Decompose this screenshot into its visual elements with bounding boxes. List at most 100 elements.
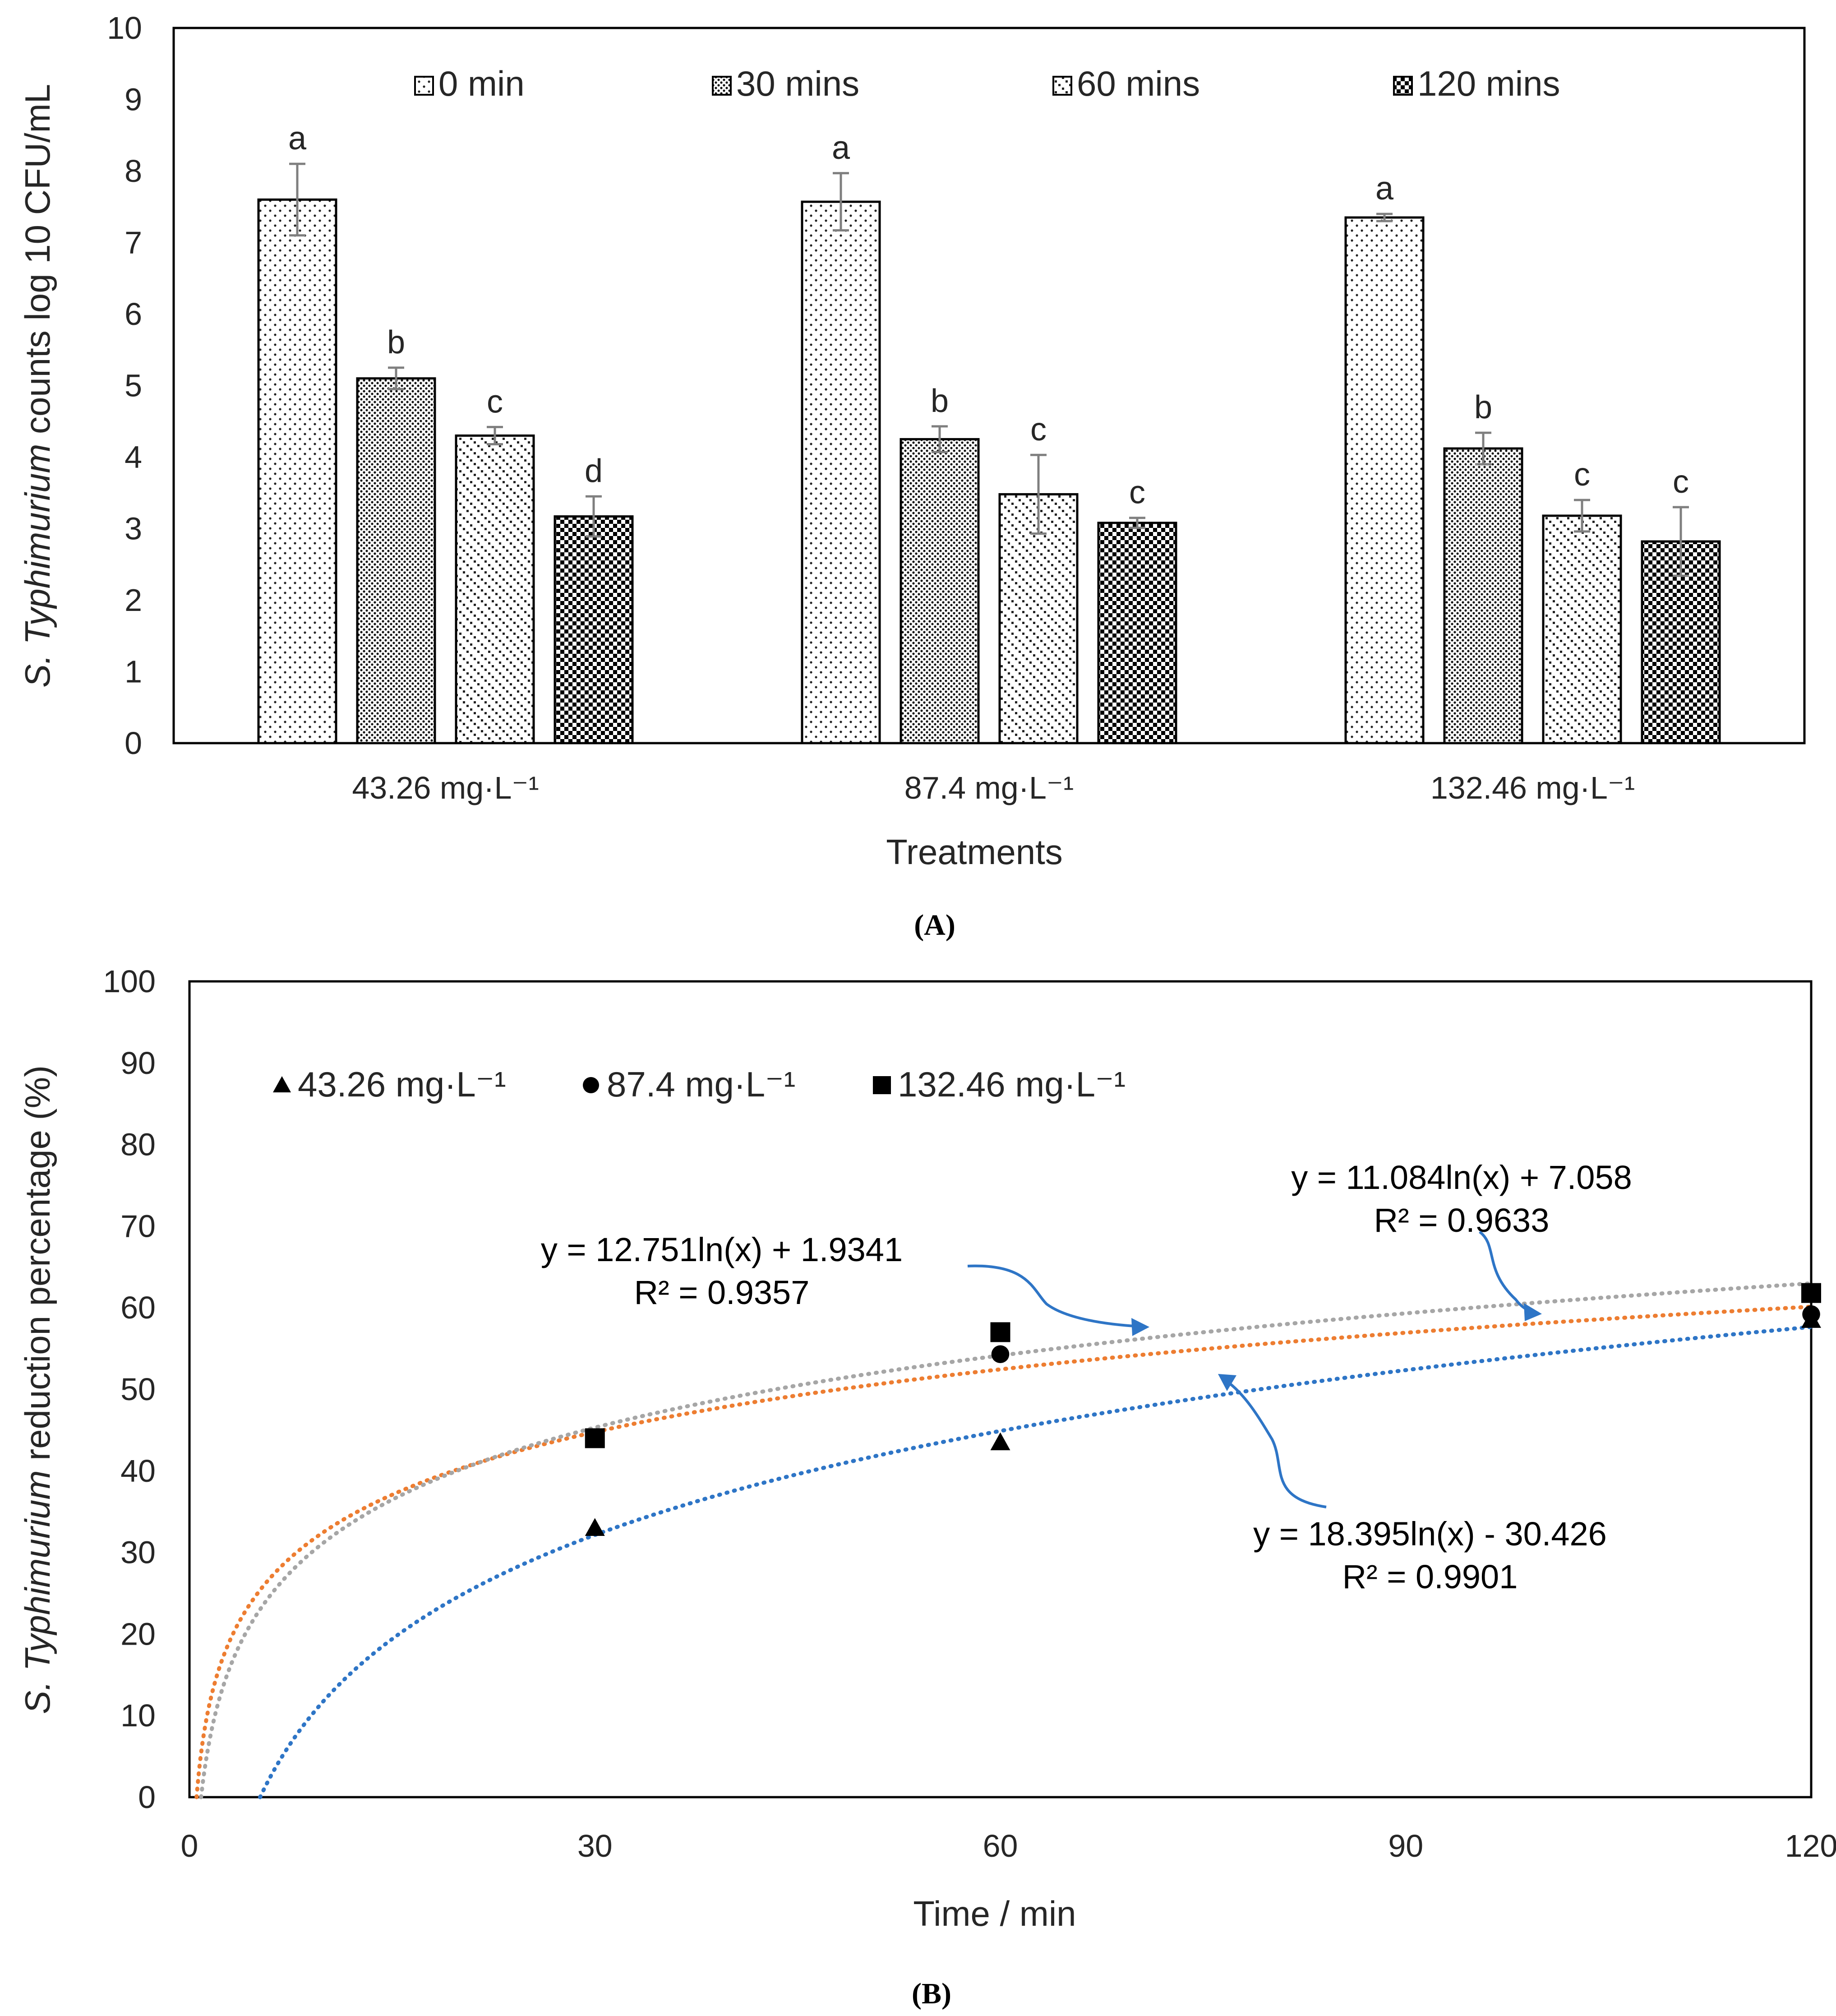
data-point-triangle <box>990 1432 1010 1451</box>
chart-b-plot-frame <box>188 980 1813 1799</box>
significance-letter: c <box>487 384 503 420</box>
bar <box>1542 514 1622 744</box>
equation-87-4: y = 11.084ln(x) + 7.058 <box>1291 1159 1632 1196</box>
chart-b: 0 10 20 30 40 50 60 70 80 90 100 0 30 60 90 120 43.26 … <box>18 964 1836 2010</box>
annotation-arrowheads <box>1131 1303 1542 1391</box>
significance-letter: b <box>387 324 405 361</box>
legend-label: 60 mins <box>1077 64 1200 103</box>
chart-a-y-tick-label: 8 <box>125 153 142 189</box>
significance-letter: a <box>832 130 850 166</box>
legend-marker-triangle <box>273 1076 291 1092</box>
significance-letter: d <box>585 453 603 489</box>
significance-letter: c <box>1030 412 1047 448</box>
legend-swatch <box>712 76 732 96</box>
chart-b-x-tick-label: 60 <box>983 1828 1018 1863</box>
legend-label: 120 mins <box>1417 64 1560 103</box>
bar <box>554 515 634 744</box>
bar <box>1344 216 1425 744</box>
chart-b-y-tick-label: 30 <box>120 1535 156 1570</box>
bar <box>455 434 535 744</box>
chart-b-y-tick-label: 70 <box>120 1208 156 1244</box>
significance-letter: c <box>1129 475 1145 511</box>
legend-swatch <box>1393 76 1413 96</box>
arrowhead-43-26 <box>1218 1374 1236 1391</box>
chart-a-y-axis-label: S. Typhimurium counts log 10 CFU/mL <box>18 84 57 688</box>
chart-a-y-tick-label: 5 <box>125 368 142 403</box>
chart-b-y-tick-label: 40 <box>120 1453 156 1489</box>
chart-b-points <box>585 1283 1821 1536</box>
chart-b-y-tick-label: 60 <box>120 1290 156 1325</box>
legend-label: 30 mins <box>736 64 859 103</box>
chart-a-y-tick-label: 6 <box>125 296 142 332</box>
chart-b-trendlines <box>194 1281 1813 1799</box>
chart-a-y-tick-label: 7 <box>125 225 142 260</box>
significance-letter: a <box>288 120 307 157</box>
significance-letter: c <box>1574 457 1590 493</box>
chart-b-x-ticks: 0 30 60 90 120 <box>181 1828 1836 1863</box>
chart-a-x-tick-label: 87.4 mg·L⁻¹ <box>904 770 1074 805</box>
legend-swatch <box>1052 76 1072 96</box>
chart-b-x-tick-label: 0 <box>181 1828 198 1863</box>
chart-b-legend: 43.26 mg·L⁻¹ 87.4 mg·L⁻¹ 132.46 mg·L⁻¹ <box>273 1064 1126 1104</box>
chart-a-legend: 0 min 30 mins 60 mins 120 mins <box>414 64 1560 103</box>
arrowhead-87-4 <box>1524 1303 1542 1321</box>
arrowhead-132-46 <box>1131 1318 1149 1336</box>
chart-b-y-axis-label: S. Typhimurium reduction percentage (%) <box>18 1065 57 1714</box>
chart-a-y-tick-label: 9 <box>125 82 142 117</box>
bar <box>1097 522 1177 744</box>
r2-43-26: R² = 0.9901 <box>1342 1558 1518 1595</box>
chart-b-x-tick-label: 30 <box>577 1828 613 1863</box>
legend-label: 87.4 mg·L⁻¹ <box>607 1064 795 1104</box>
legend-label: 132.46 mg·L⁻¹ <box>898 1064 1126 1104</box>
significance-letter: a <box>1375 171 1394 207</box>
chart-a-x-axis-label: Treatments <box>886 832 1063 872</box>
chart-a: 0 1 2 3 4 5 6 7 8 9 10 a b c d a b c c a b c c 43.26 mg·L⁻¹ 87… <box>18 10 1806 942</box>
bar <box>356 377 436 744</box>
data-point-triangle <box>585 1518 605 1536</box>
bar <box>900 438 980 744</box>
data-point-square <box>990 1322 1010 1342</box>
chart-a-x-tick-label: 132.46 mg·L⁻¹ <box>1430 770 1635 805</box>
chart-b-y-tick-label: 10 <box>120 1698 156 1733</box>
trendline <box>258 1325 1813 1799</box>
chart-a-bars: a b c d a b c c a b c c <box>257 120 1721 744</box>
chart-b-y-tick-label: 0 <box>138 1780 156 1815</box>
chart-b-y-tick-label: 80 <box>120 1127 156 1162</box>
legend-marker-circle <box>583 1077 599 1093</box>
data-point-circle <box>991 1345 1010 1364</box>
bar <box>1443 447 1523 744</box>
data-point-square <box>1801 1283 1821 1303</box>
legend-marker-square <box>873 1076 891 1094</box>
annotation-arrows <box>967 1230 1539 1508</box>
arrow-43-26 <box>1225 1379 1327 1508</box>
bar <box>257 198 337 744</box>
chart-b-x-tick-label: 120 <box>1785 1828 1836 1863</box>
chart-a-y-tick-label: 3 <box>125 511 142 546</box>
chart-b-x-tick-label: 90 <box>1388 1828 1423 1863</box>
trendline <box>199 1281 1813 1799</box>
bar <box>801 200 881 744</box>
legend-swatch <box>414 76 434 96</box>
chart-a-x-tick-label: 43.26 mg·L⁻¹ <box>352 770 539 805</box>
chart-a-y-tick-label: 2 <box>125 583 142 618</box>
trendline <box>194 1304 1813 1799</box>
chart-b-y-tick-label: 20 <box>120 1616 156 1651</box>
arrow-132-46 <box>967 1264 1142 1328</box>
chart-a-y-ticks: 0 1 2 3 4 5 6 7 8 9 10 <box>107 10 142 761</box>
significance-letter: b <box>931 383 949 419</box>
arrow-87-4 <box>1479 1230 1539 1314</box>
chart-b-y-tick-label: 90 <box>120 1045 156 1081</box>
chart-b-panel-label: (B) <box>912 1977 951 2010</box>
chart-a-y-tick-label: 0 <box>125 726 142 761</box>
equation-43-26: y = 18.395ln(x) - 30.426 <box>1253 1515 1607 1553</box>
chart-b-y-tick-label: 50 <box>120 1372 156 1407</box>
chart-b-y-ticks: 0 10 20 30 40 50 60 70 80 90 100 <box>103 964 156 1815</box>
chart-b-y-tick-label: 100 <box>103 964 156 999</box>
data-point-square <box>585 1428 605 1448</box>
legend-label: 0 min <box>438 64 525 103</box>
data-point-circle <box>1802 1305 1820 1323</box>
bar <box>998 493 1079 744</box>
chart-a-panel-label: (A) <box>914 909 955 942</box>
r2-132-46: R² = 0.9357 <box>634 1274 810 1311</box>
